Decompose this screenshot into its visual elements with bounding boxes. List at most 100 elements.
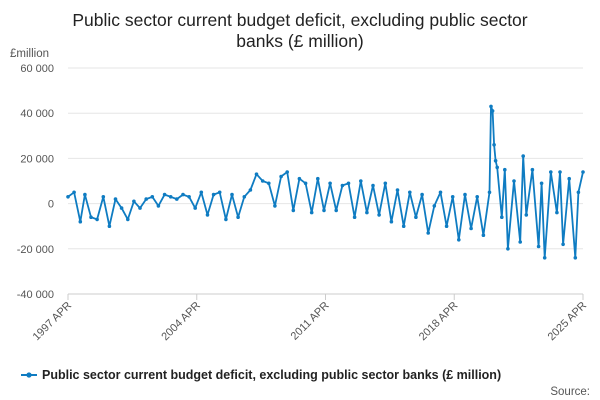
data-point[interactable] <box>107 224 112 228</box>
data-point[interactable] <box>279 174 283 179</box>
data-point[interactable] <box>187 195 191 199</box>
data-point[interactable] <box>168 195 173 199</box>
data-point[interactable] <box>193 206 197 210</box>
data-point[interactable] <box>521 154 525 158</box>
chart-title-line-1: Public sector current budget deficit, ex… <box>72 10 527 30</box>
data-point[interactable] <box>217 190 222 195</box>
data-point[interactable] <box>558 170 562 174</box>
data-point[interactable] <box>371 183 375 188</box>
data-point[interactable] <box>495 165 500 170</box>
data-point[interactable] <box>205 213 210 217</box>
data-point[interactable] <box>365 210 369 215</box>
data-point[interactable] <box>567 176 571 181</box>
data-point[interactable] <box>576 190 581 195</box>
data-point[interactable] <box>444 224 449 228</box>
data-point[interactable] <box>490 109 495 113</box>
data-point[interactable] <box>309 210 314 215</box>
data-point[interactable] <box>539 181 544 186</box>
data-point[interactable] <box>267 181 271 186</box>
data-point[interactable] <box>426 231 431 235</box>
data-point[interactable] <box>506 247 510 251</box>
data-point[interactable] <box>138 206 142 210</box>
data-point[interactable] <box>512 179 516 183</box>
data-point[interactable] <box>463 192 467 197</box>
data-point[interactable] <box>72 190 76 195</box>
data-point[interactable] <box>242 195 247 199</box>
data-point[interactable] <box>530 167 535 172</box>
data-point[interactable] <box>555 210 559 215</box>
data-point[interactable] <box>175 197 179 201</box>
legend[interactable]: Public sector current budget deficit, ex… <box>21 368 501 382</box>
data-point[interactable] <box>291 208 296 213</box>
data-point[interactable] <box>322 208 326 213</box>
data-point[interactable] <box>492 143 496 147</box>
data-point[interactable] <box>475 195 480 199</box>
data-point[interactable] <box>211 192 216 197</box>
data-point[interactable] <box>561 242 565 247</box>
data-point[interactable] <box>469 226 473 231</box>
data-point[interactable] <box>236 215 240 219</box>
data-point[interactable] <box>260 179 265 183</box>
data-point[interactable] <box>500 215 504 219</box>
data-point[interactable] <box>119 206 124 210</box>
data-point[interactable] <box>199 190 204 195</box>
y-axis-unit-label: £million <box>10 48 49 60</box>
data-point[interactable] <box>156 204 161 208</box>
data-point[interactable] <box>489 104 493 109</box>
data-point[interactable] <box>536 244 541 249</box>
data-point[interactable] <box>316 176 320 181</box>
data-point[interactable] <box>401 224 406 228</box>
data-point[interactable] <box>346 181 351 186</box>
data-point[interactable] <box>126 217 130 222</box>
data-point[interactable] <box>132 199 136 204</box>
data-point[interactable] <box>395 188 400 192</box>
series-layer <box>66 104 585 260</box>
data-point[interactable] <box>352 215 357 219</box>
data-point[interactable] <box>359 179 363 183</box>
data-point[interactable] <box>503 167 507 172</box>
data-point[interactable] <box>162 192 167 197</box>
data-point[interactable] <box>144 197 148 201</box>
data-point[interactable] <box>334 208 339 213</box>
data-point[interactable] <box>581 170 585 174</box>
data-point[interactable] <box>303 181 308 186</box>
data-point[interactable] <box>181 192 185 197</box>
data-point[interactable] <box>438 190 443 195</box>
data-point[interactable] <box>340 183 345 188</box>
data-point[interactable] <box>297 176 302 181</box>
data-point[interactable] <box>549 170 553 174</box>
data-point[interactable] <box>273 204 277 208</box>
data-point[interactable] <box>328 181 332 186</box>
data-point[interactable] <box>230 192 234 197</box>
data-point[interactable] <box>113 197 118 201</box>
data-point[interactable] <box>450 195 455 199</box>
data-point[interactable] <box>248 188 253 192</box>
data-point[interactable] <box>573 255 578 260</box>
data-point[interactable] <box>414 215 418 219</box>
data-point[interactable] <box>101 195 106 199</box>
data-point[interactable] <box>150 195 155 199</box>
legend-label: Public sector current budget deficit, ex… <box>42 368 501 382</box>
data-point[interactable] <box>457 238 461 242</box>
data-point[interactable] <box>285 170 290 174</box>
data-point[interactable] <box>83 192 87 197</box>
data-point[interactable] <box>383 181 388 186</box>
data-point[interactable] <box>389 219 394 224</box>
data-point[interactable] <box>95 217 99 222</box>
data-point[interactable] <box>481 233 486 237</box>
data-point[interactable] <box>432 204 437 208</box>
data-point[interactable] <box>224 217 228 222</box>
data-point[interactable] <box>254 172 259 176</box>
data-point[interactable] <box>78 219 83 224</box>
data-point[interactable] <box>493 158 498 163</box>
data-point[interactable] <box>66 195 70 199</box>
data-point[interactable] <box>518 240 522 244</box>
data-point[interactable] <box>420 192 424 197</box>
data-point[interactable] <box>487 190 492 195</box>
data-point[interactable] <box>542 255 547 260</box>
data-point[interactable] <box>408 190 412 195</box>
data-point[interactable] <box>524 213 529 217</box>
data-point[interactable] <box>377 213 381 217</box>
data-point[interactable] <box>89 215 93 219</box>
chart-title-line-2: banks (£ million) <box>236 31 363 51</box>
